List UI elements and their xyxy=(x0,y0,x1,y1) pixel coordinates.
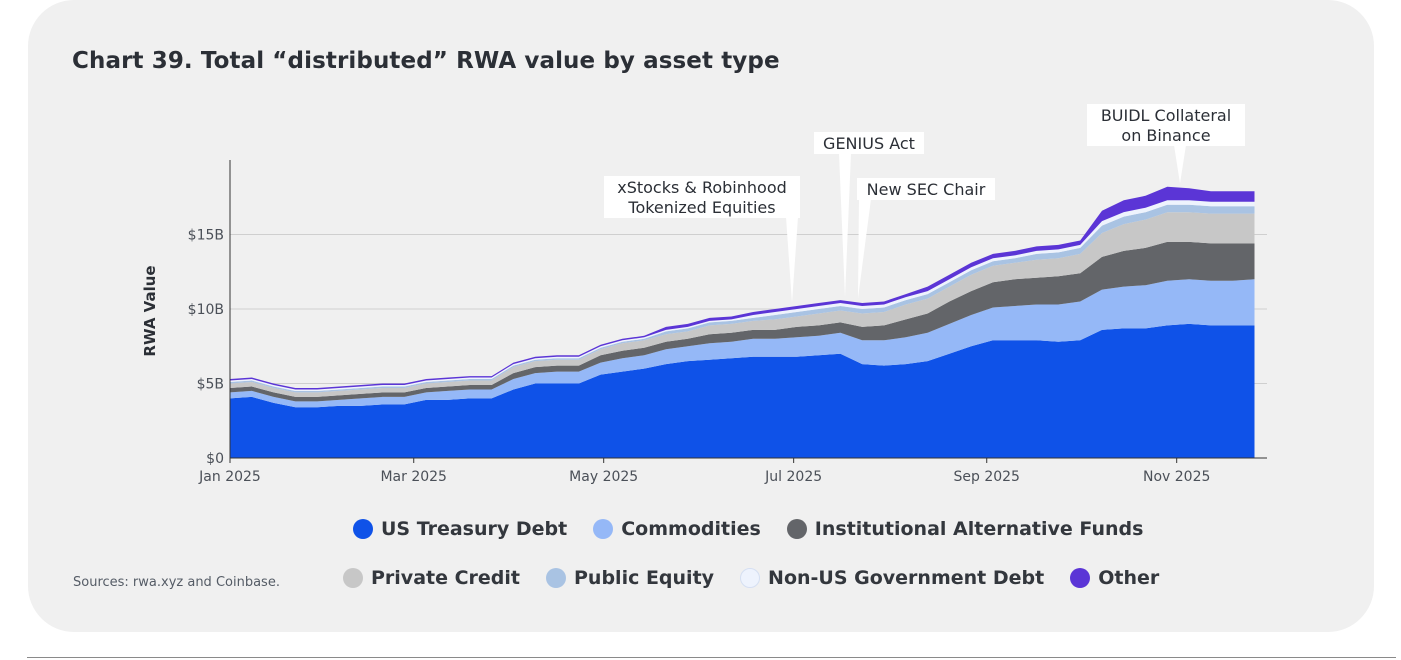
annotation-box xyxy=(1087,104,1245,146)
legend-item: Other xyxy=(1070,567,1159,589)
x-tick-label: Sep 2025 xyxy=(953,469,1019,485)
legend-item: Public Equity xyxy=(546,567,714,589)
legend-swatch xyxy=(593,519,614,539)
annotation-pointer xyxy=(858,199,871,299)
annotation-text: New SEC Chair xyxy=(867,180,986,199)
x-tick-label: Jan 2025 xyxy=(198,469,261,485)
area-series-0 xyxy=(230,323,1255,458)
bottom-rule xyxy=(27,657,1396,658)
x-tick-label: Nov 2025 xyxy=(1143,469,1210,485)
area-series-1 xyxy=(230,279,1255,408)
chart-title: Chart 39. Total “distributed” RWA value … xyxy=(72,48,780,74)
y-tick-label: $5B xyxy=(197,377,224,393)
y-tick-label: $15B xyxy=(188,228,224,244)
annotation-text: GENIUS Act xyxy=(823,134,915,153)
legend-swatch xyxy=(786,519,807,539)
legend-label: Non-US Government Debt xyxy=(768,567,1045,589)
annotation-text: on Binance xyxy=(1121,126,1210,145)
y-tick-label: $10B xyxy=(188,302,224,318)
annotation-callout: GENIUS Act xyxy=(814,132,924,297)
legend-label: Private Credit xyxy=(371,567,520,589)
annotation-pointer xyxy=(1174,145,1186,184)
annotation-pointer xyxy=(839,153,851,297)
annotation-box xyxy=(604,176,800,218)
area-series-2 xyxy=(230,241,1255,402)
legend-swatch xyxy=(343,568,363,588)
legend-label: US Treasury Debt xyxy=(381,518,568,540)
legend-row-1: US Treasury Debt Commodities Institutional… xyxy=(353,518,1143,540)
annotation-box xyxy=(814,132,924,154)
x-tick-label: May 2025 xyxy=(569,469,638,485)
annotation-text: BUIDL Collateral xyxy=(1101,106,1231,125)
legend-label: Commodities xyxy=(621,518,761,540)
legend-swatch xyxy=(740,568,761,588)
x-tick-label: Mar 2025 xyxy=(380,469,447,485)
legend-item: Non-US Government Debt xyxy=(740,567,1044,589)
y-tick-label: $0 xyxy=(206,451,224,467)
annotation-pointer xyxy=(786,217,798,303)
legend-row-2: Private Credit Public Equity Non-US Govern… xyxy=(343,567,1159,589)
legend-label: Institutional Alternative Funds xyxy=(814,518,1144,540)
legend-item: US Treasury Debt xyxy=(353,518,567,540)
legend-item: Private Credit xyxy=(343,567,520,589)
annotation-callout: New SEC Chair xyxy=(857,178,995,299)
legend-swatch xyxy=(1070,568,1091,588)
legend-label: Public Equity xyxy=(574,567,715,589)
area-series-3 xyxy=(230,212,1255,397)
axes: $0 $5B $10B $15B Jan 2025 Mar 2025 May 2025 Jul… xyxy=(188,160,1267,485)
legend-item: Institutional Alternative Funds xyxy=(786,518,1144,540)
source-note: Sources: rwa.xyz and Coinbase. xyxy=(73,575,280,590)
stacked-areas xyxy=(230,186,1255,458)
annotation-text: Tokenized Equities xyxy=(627,198,775,217)
legend-label: Other xyxy=(1098,567,1160,589)
legend-item: Commodities xyxy=(593,518,761,540)
legend-swatch xyxy=(546,568,566,588)
y-axis-label: RWA Value xyxy=(141,265,159,356)
annotation-box xyxy=(857,178,995,200)
legend-swatch xyxy=(353,519,373,539)
annotation-text: xStocks & Robinhood xyxy=(617,178,787,197)
x-tick-label: Jul 2025 xyxy=(764,469,822,485)
